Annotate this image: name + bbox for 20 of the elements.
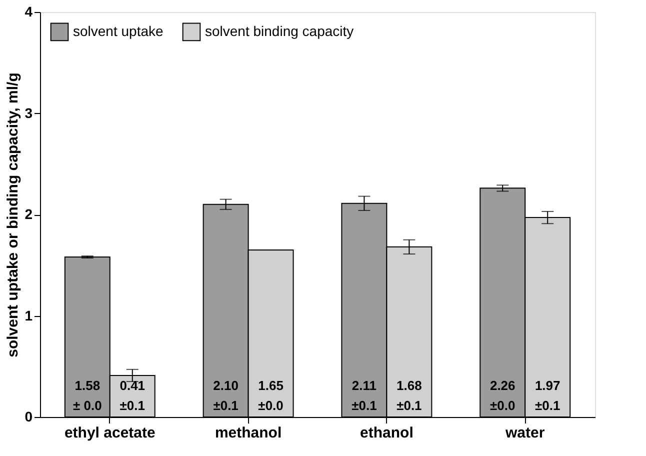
y-tick-label: 1 xyxy=(24,307,33,324)
data-label: 0.41 ±0.1 xyxy=(120,378,146,413)
y-tick-label: 3 xyxy=(24,104,33,121)
data-label: 1.97 ±0.1 xyxy=(534,378,560,413)
y-tick-label: 4 xyxy=(24,4,33,20)
data-label: 2.10 ±0.1 xyxy=(213,378,238,413)
y-tick-label: 0 xyxy=(24,408,33,424)
data-label: 2.11 ±0.1 xyxy=(352,378,377,413)
y-axis-title: solvent uptake or binding capacity, ml/g xyxy=(4,72,22,358)
x-tick-label: water xyxy=(504,424,545,442)
y-tick-label: 2 xyxy=(24,206,33,222)
legend-label: solvent binding capacity xyxy=(205,22,354,39)
x-tick-label: ethyl acetate xyxy=(64,424,156,442)
x-tick-label: methanol xyxy=(214,424,282,442)
x-tick-label: ethanol xyxy=(360,424,414,442)
data-label: 1.68 ±0.1 xyxy=(396,378,422,413)
data-label: 1.65 ±0.0 xyxy=(258,378,284,413)
data-label: 1.58 ± 0.0 xyxy=(72,378,102,413)
legend-label: solvent uptake xyxy=(73,22,164,39)
data-label: 2.26 ±0.0 xyxy=(490,378,516,413)
